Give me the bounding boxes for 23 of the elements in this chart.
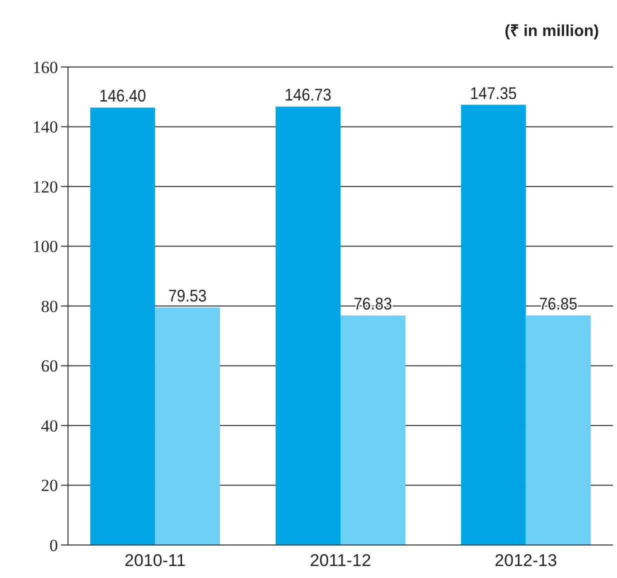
x-tick-label: 2012-13 [494,551,558,570]
y-tick-label: 40 [41,416,58,436]
bar [460,104,526,545]
x-tick-label: 2010-11 [124,551,186,570]
bar [340,315,406,545]
x-tick-label: 2011-12 [310,551,372,570]
data-label: 146.73 [284,86,332,105]
data-label: 79.53 [168,286,207,306]
y-tick-label: 0 [50,536,58,555]
chart-title: (₹ in million) [504,23,599,40]
y-tick-label: 100 [32,237,58,256]
bar [276,106,340,545]
data-label: 147.35 [470,84,517,103]
y-tick-label: 120 [32,177,58,196]
y-tick-label: 60 [41,356,58,376]
bar [155,307,220,545]
y-tick-label: 20 [41,476,58,496]
data-label: 146.40 [99,86,146,106]
y-tick-label: 140 [32,118,58,137]
bar [526,315,591,545]
y-tick-label: 160 [32,58,58,77]
bar [90,108,156,545]
y-tick-label: 80 [41,296,58,316]
